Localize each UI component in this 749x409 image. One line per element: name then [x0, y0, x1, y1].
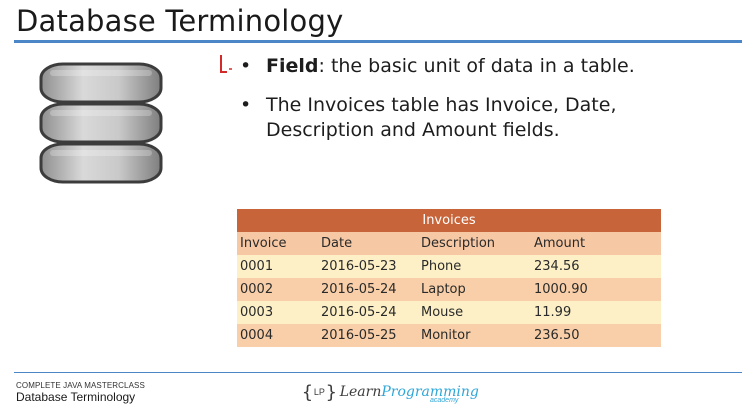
- pen-mark-icon: [220, 55, 232, 73]
- cell-description: Mouse: [421, 305, 464, 320]
- table-caption: Invoices: [237, 209, 661, 232]
- bullet-list: • Field: the basic unit of data in a tabl…: [240, 54, 720, 157]
- cell-amount: 236.50: [534, 328, 580, 343]
- column-header-invoice: Invoice: [240, 236, 287, 251]
- footer-subtitle: Database Terminology: [16, 390, 136, 404]
- cell-amount: 234.56: [534, 259, 580, 274]
- cell-date: 2016-05-24: [321, 305, 397, 320]
- logo-right-brace: }: [325, 381, 337, 403]
- table-row: 0004 2016-05-25 Monitor 236.50: [237, 324, 661, 347]
- cell-amount: 1000.90: [534, 282, 588, 297]
- cell-description: Phone: [421, 259, 462, 274]
- bullet-item: • Field: the basic unit of data in a tabl…: [240, 54, 720, 79]
- logo-left-brace: {: [302, 381, 313, 403]
- cell-amount: 11.99: [534, 305, 572, 320]
- table-row: 0001 2016-05-23 Phone 234.56: [237, 255, 661, 278]
- cell-date: 2016-05-23: [321, 259, 397, 274]
- cell-invoice: 0001: [240, 259, 274, 274]
- cell-invoice: 0002: [240, 282, 274, 297]
- cell-date: 2016-05-24: [321, 282, 397, 297]
- bullet-dot: •: [240, 55, 252, 77]
- slide-title: Database Terminology: [16, 4, 344, 38]
- table-row: 0002 2016-05-24 Laptop 1000.90: [237, 278, 661, 301]
- table-row: 0003 2016-05-24 Mouse 11.99: [237, 301, 661, 324]
- bullet-text: The Invoices table has Invoice, Date, De…: [266, 94, 617, 141]
- logo-word-programming: Programming: [381, 384, 479, 400]
- logo-word-learn: Learn: [339, 384, 382, 400]
- bullet-item: • The Invoices table has Invoice, Date, D…: [240, 93, 720, 143]
- cell-date: 2016-05-25: [321, 328, 397, 343]
- footer-divider: [14, 372, 742, 373]
- bullet-term: Field: [266, 55, 319, 77]
- database-icon: [39, 62, 163, 184]
- logo-tagline: academy: [430, 397, 459, 404]
- column-header-date: Date: [321, 236, 353, 251]
- learnprogramming-logo: { LP } LearnProgramming: [302, 379, 479, 405]
- cell-invoice: 0004: [240, 328, 274, 343]
- cell-description: Monitor: [421, 328, 471, 343]
- logo-mark: LP: [313, 387, 325, 397]
- logo-wordmark: LearnProgramming: [340, 384, 479, 400]
- footer-course-name: COMPLETE JAVA MASTERCLASS: [16, 381, 145, 390]
- bullet-dot: •: [240, 94, 252, 116]
- bullet-text: : the basic unit of data in a table.: [318, 55, 635, 77]
- cell-invoice: 0003: [240, 305, 274, 320]
- invoices-table: Invoices Invoice Date Description Amount…: [237, 209, 661, 347]
- column-header-amount: Amount: [534, 236, 586, 251]
- table-header-row: Invoice Date Description Amount: [237, 232, 661, 255]
- column-header-description: Description: [421, 236, 496, 251]
- cell-description: Laptop: [421, 282, 466, 297]
- title-divider: [14, 40, 742, 43]
